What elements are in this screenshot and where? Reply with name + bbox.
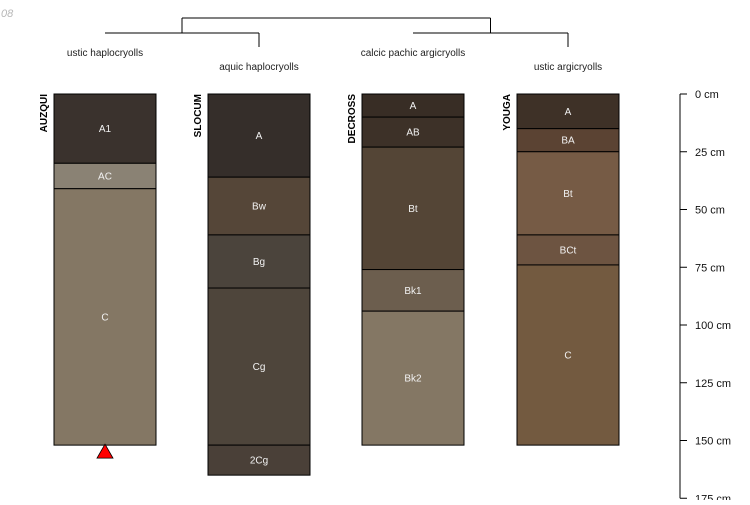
horizon-c bbox=[53, 188, 157, 446]
profile-decross: A AB Bt Bk1 Bk2 DECROSS bbox=[347, 93, 465, 446]
horizon-label-ac: AC bbox=[98, 172, 112, 183]
horizon-label-ab: AB bbox=[406, 128, 420, 139]
profile-name-auzqui: AUZQUI bbox=[39, 94, 50, 133]
horizon-bct bbox=[516, 234, 620, 266]
dendrogram bbox=[105, 17, 569, 47]
horizon-label-ba: BA bbox=[561, 136, 575, 147]
corner-label: .08 bbox=[0, 8, 14, 20]
horizon-label-bk2: Bk2 bbox=[404, 374, 422, 385]
depth-tick-label: 175 cm bbox=[695, 493, 731, 500]
truncation-marker bbox=[96, 443, 114, 459]
horizon-label-2cg: 2Cg bbox=[250, 456, 268, 467]
depth-tick-label: 25 cm bbox=[695, 147, 725, 159]
horizon-ac bbox=[53, 162, 157, 190]
horizon-label-a1: A1 bbox=[99, 124, 112, 135]
classification-label-slocum: aquic haplocryolls bbox=[219, 62, 299, 73]
horizon-ab bbox=[361, 116, 465, 148]
horizon-label-bg: Bg bbox=[253, 257, 265, 268]
horizon-label-bw: Bw bbox=[252, 202, 267, 213]
horizon-bg bbox=[207, 234, 311, 289]
classification-label-auzqui: ustic haplocryolls bbox=[67, 48, 143, 59]
profile-name-slocum: SLOCUM bbox=[193, 94, 204, 137]
depth-tick-label: 125 cm bbox=[695, 378, 731, 390]
horizon-a bbox=[516, 93, 620, 130]
horizon-label-a: A bbox=[256, 131, 263, 142]
classification-label-decross: calcic pachic argicryolls bbox=[361, 48, 465, 59]
horizon-label-c: C bbox=[564, 351, 571, 362]
horizon-label-bt: Bt bbox=[408, 204, 418, 215]
depth-tick-label: 0 cm bbox=[695, 89, 719, 101]
horizon-label-c: C bbox=[101, 312, 108, 323]
profile-name-youga: YOUGA bbox=[502, 94, 513, 131]
depth-tick-label: 150 cm bbox=[695, 436, 731, 448]
horizon-label-a: A bbox=[565, 107, 572, 118]
depth-tick-label: 75 cm bbox=[695, 262, 725, 274]
profile-youga: A BA Bt BCt C YOUGA bbox=[502, 93, 620, 446]
horizon-bw bbox=[207, 176, 311, 236]
depth-axis: 0 cm 25 cm 50 cm 75 cm 100 cm 125 cm 150 cm 175… bbox=[679, 89, 731, 505]
horizon-label-a: A bbox=[410, 101, 417, 112]
horizon-label-bk1: Bk1 bbox=[404, 286, 422, 297]
horizon-c bbox=[516, 264, 620, 446]
horizon-bk1 bbox=[361, 269, 465, 312]
horizon-bk2 bbox=[361, 310, 465, 446]
depth-tick-label: 50 cm bbox=[695, 205, 725, 217]
horizon-cg bbox=[207, 287, 311, 446]
profile-name-decross: DECROSS bbox=[347, 94, 358, 144]
horizon-bt bbox=[361, 146, 465, 271]
horizon-bt bbox=[516, 151, 620, 236]
profile-slocum: A Bw Bg Cg 2Cg SLOCUM bbox=[193, 93, 311, 476]
depth-tick-label: 100 cm bbox=[695, 320, 731, 332]
classification-labels: ustic haplocryolls aquic haplocryolls calc… bbox=[67, 48, 602, 73]
horizon-2cg bbox=[207, 444, 311, 476]
horizon-a bbox=[207, 93, 311, 178]
classification-label-youga: ustic argicryolls bbox=[534, 62, 602, 73]
horizon-label-bt: Bt bbox=[563, 189, 573, 200]
horizon-label-cg: Cg bbox=[253, 362, 266, 373]
profile-auzqui: A1 AC C AUZQUI bbox=[39, 93, 157, 459]
horizon-label-bct: BCt bbox=[560, 245, 577, 256]
